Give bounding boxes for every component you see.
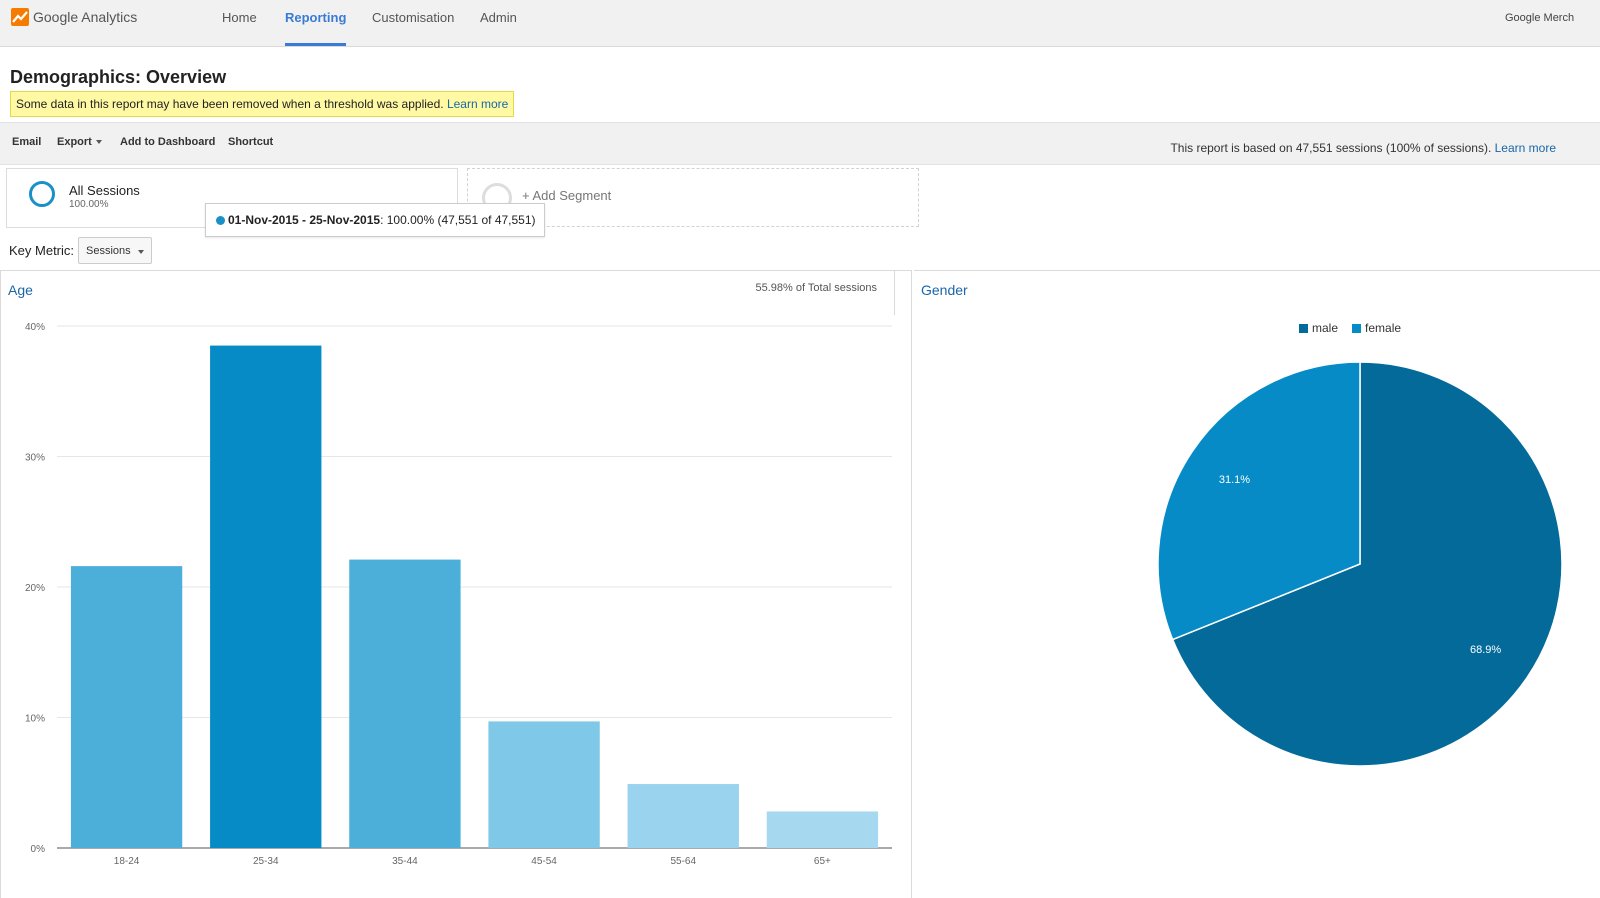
panel-divider	[894, 271, 895, 315]
add-to-dashboard-button[interactable]: Add to Dashboard	[120, 136, 216, 148]
x-tick-label: 55-64	[670, 856, 696, 867]
legend-female[interactable]: female	[1352, 321, 1401, 335]
page-title: Demographics: Overview	[10, 67, 227, 87]
x-tick-label: 45-54	[531, 856, 557, 867]
y-tick-label: 0%	[31, 844, 46, 855]
age-total-note: 55.98% of Total sessions	[755, 282, 877, 294]
segment-name: All Sessions	[69, 183, 140, 198]
segment-tooltip: 01-Nov-2015 - 25-Nov-2015: 100.00% (47,5…	[205, 203, 545, 237]
segment-ring-icon	[29, 181, 55, 207]
tooltip-date: 01-Nov-2015 - 25-Nov-2015	[228, 213, 381, 227]
gender-panel: Gender	[914, 270, 1600, 898]
tooltip-value: : 100.00% (47,551 of 47,551)	[380, 213, 536, 227]
nav-customisation[interactable]: Customisation	[372, 10, 455, 25]
series-dot-icon	[216, 216, 225, 225]
notice-text: Some data in this report may have been r…	[16, 97, 444, 111]
report-basis: This report is based on 47,551 sessions …	[1170, 141, 1556, 155]
bar-65+[interactable]	[766, 811, 879, 848]
y-tick-label: 30%	[25, 453, 45, 464]
account-selector[interactable]: Google Merch	[1505, 12, 1575, 24]
threshold-notice: Some data in this report may have been r…	[10, 91, 515, 117]
x-tick-label: 25-34	[253, 856, 279, 867]
key-metric-select[interactable]: Sessions	[78, 237, 152, 264]
age-panel: Age 55.98% of Total sessions	[0, 270, 912, 898]
x-tick-label: 65+	[814, 856, 831, 867]
analytics-logo-icon	[11, 8, 29, 26]
bar-45-54[interactable]	[488, 721, 600, 848]
nav-reporting[interactable]: Reporting	[285, 10, 347, 46]
report-toolbar: Email Export Add to Dashboard Shortcut T…	[0, 122, 1600, 165]
app-logo[interactable]: Google Analytics	[11, 8, 137, 26]
y-tick-label: 10%	[25, 714, 45, 725]
legend-male[interactable]: male	[1299, 321, 1338, 335]
nav-home[interactable]: Home	[222, 10, 257, 25]
pie-slice-male[interactable]	[1171, 361, 1563, 767]
top-bar: Google Analytics Home Reporting Customis…	[0, 0, 1600, 47]
age-panel-title[interactable]: Age	[8, 282, 33, 298]
age-bar-chart: 0% 10% 20% 30% 40% 18-24 25-34 35-44 45-54 55-64 6…	[25, 322, 892, 867]
report-basis-text: This report is based on 47,551 sessions …	[1170, 141, 1492, 155]
segment-percent: 100.00%	[69, 199, 109, 210]
male-swatch	[1299, 323, 1308, 333]
gender-panel-title[interactable]: Gender	[921, 282, 968, 298]
female-swatch	[1352, 323, 1362, 333]
pie-label-male: 68.9%	[1470, 644, 1501, 656]
app-title: Google Analytics	[33, 9, 138, 25]
bar-55-64[interactable]	[627, 784, 739, 848]
basis-learn-more-link[interactable]: Learn more	[1494, 141, 1556, 155]
chevron-down-icon	[138, 250, 144, 254]
export-label: Export	[57, 136, 92, 148]
pie-slice-female[interactable]	[1157, 361, 1361, 641]
nav-admin[interactable]: Admin	[480, 10, 517, 25]
pie-label-female: 31.1%	[1219, 474, 1250, 486]
legend-female-label: female	[1365, 321, 1402, 335]
bar-18-24[interactable]	[70, 566, 183, 848]
y-tick-label: 20%	[25, 583, 45, 594]
gender-legend: male female	[1299, 321, 1401, 335]
add-segment-button[interactable]: + Add Segment	[522, 188, 612, 203]
x-tick-label: 35-44	[392, 856, 418, 867]
key-metric-value: Sessions	[86, 245, 131, 257]
shortcut-button[interactable]: Shortcut	[228, 136, 274, 148]
email-button[interactable]: Email	[12, 136, 42, 148]
gender-pie-chart: 68.9% 31.1%	[1157, 361, 1563, 767]
bar-35-44[interactable]	[349, 559, 461, 848]
legend-male-label: male	[1312, 321, 1339, 335]
notice-learn-more-link[interactable]: Learn more	[446, 97, 509, 111]
y-tick-label: 40%	[25, 322, 45, 333]
export-button[interactable]: Export	[57, 136, 102, 148]
chevron-down-icon	[95, 140, 102, 145]
key-metric-label: Key Metric:	[9, 243, 75, 258]
bar-25-34[interactable]	[210, 345, 322, 848]
add-segment-box[interactable]: + Add Segment	[467, 168, 919, 227]
x-tick-label: 18-24	[114, 856, 140, 867]
